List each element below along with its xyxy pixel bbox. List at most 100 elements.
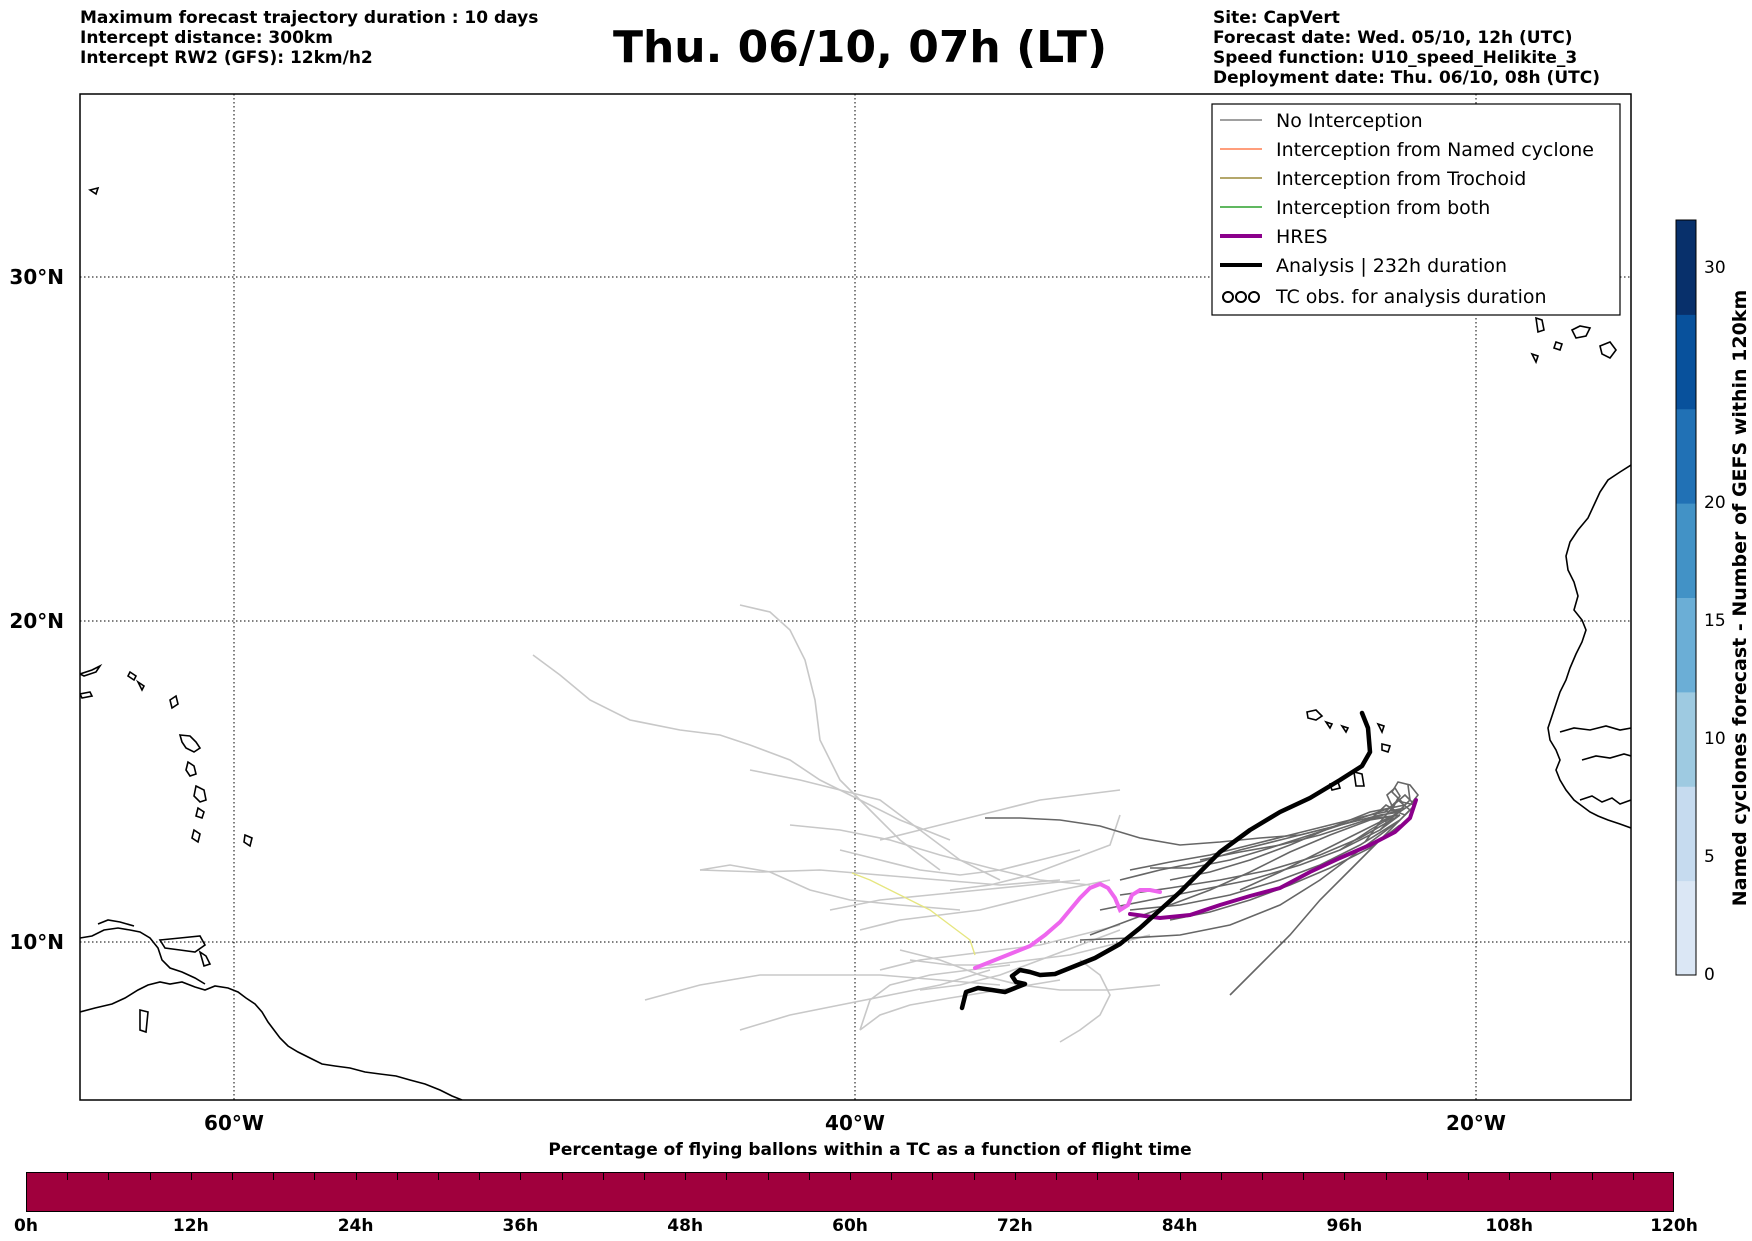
right-colorbar: 0 5 10 15 20 30 Named cyclones forecast … <box>1675 219 1751 985</box>
rcb-tick-15: 15 <box>1704 611 1726 631</box>
ensemble-dark-group <box>985 781 1420 996</box>
rcb-tick-5: 5 <box>1704 847 1715 867</box>
bottom-colorbar-minor-tick <box>520 1172 522 1180</box>
bottom-colorbar-minor-tick <box>1220 1172 1222 1180</box>
hres-track-early <box>973 881 1162 970</box>
bottom-colorbar-minor-tick <box>1014 1172 1016 1180</box>
traj-light-18 <box>879 789 1121 841</box>
bottom-colorbar-tick: 24h <box>337 1216 374 1236</box>
traj-light-17 <box>949 814 1121 891</box>
legend-label-trochoid: Interception from Trochoid <box>1276 168 1526 190</box>
bottom-colorbar-minor-tick <box>767 1172 769 1180</box>
bottom-colorbar-minor-tick <box>396 1172 398 1180</box>
lon-tick-60: 60°W <box>204 1111 264 1135</box>
analysis-track <box>959 710 1373 1011</box>
right-colorbar-segment <box>1676 314 1696 410</box>
rcb-tick-0: 0 <box>1704 965 1715 985</box>
intercept-rw2-text: Intercept RW2 (GFS): 12km/h2 <box>80 48 373 68</box>
coastlines <box>80 186 1631 1100</box>
legend-box <box>1211 103 1621 316</box>
traj-dark-9 <box>1169 804 1406 881</box>
coast-gambia <box>1581 753 1631 761</box>
traj-light-6 <box>699 869 1061 886</box>
header-left-info: Maximum forecast trajectory duration : 1… <box>80 8 538 68</box>
legend-label-named-cyclone: Interception from Named cyclone <box>1276 139 1594 161</box>
bottom-colorbar-minor-tick <box>355 1172 357 1180</box>
island-1 <box>80 663 103 677</box>
island-capeverde-5 <box>1381 742 1392 754</box>
legend-label-hres: HRES <box>1276 226 1328 248</box>
coast-venezuela <box>80 927 206 985</box>
lon-tick-40: 40°W <box>825 1111 885 1135</box>
traj-light-12 <box>879 924 1121 971</box>
traj-trochoid <box>851 872 976 956</box>
bottom-colorbar-minor-tick <box>932 1172 934 1180</box>
header-right-info: Site: CapVert Forecast date: Wed. 05/10,… <box>1213 8 1600 88</box>
bottom-colorbar-minor-tick <box>149 1172 151 1180</box>
traj-dark-13 <box>1199 809 1401 861</box>
speed-function-text: Speed function: U10_speed_Helikite_3 <box>1213 48 1578 68</box>
traj-light-5 <box>739 969 991 1031</box>
legend-label-both: Interception from both <box>1276 197 1490 219</box>
bottom-colorbar-minor-tick <box>314 1172 316 1180</box>
deployment-date-text: Deployment date: Thu. 06/10, 08h (UTC) <box>1213 68 1600 88</box>
traj-dark-6 <box>1079 819 1401 941</box>
bottom-colorbar-tick: 96h <box>1326 1216 1363 1236</box>
bottom-colorbar-minor-tick <box>644 1172 645 1180</box>
island-capeverde-2 <box>1324 720 1334 730</box>
traj-dark-4 <box>1099 814 1401 911</box>
island-2 <box>80 691 94 699</box>
right-colorbar-segment <box>1676 408 1696 504</box>
bottom-colorbar-minor-tick <box>1262 1172 1263 1180</box>
bottom-colorbar-minor-tick <box>1591 1172 1593 1180</box>
island-capeverde-3 <box>1340 724 1350 734</box>
traj-light-3 <box>699 864 961 911</box>
bottom-colorbar-tick: 0h <box>14 1216 38 1236</box>
traj-dark-8 <box>1129 807 1406 871</box>
bottom-colorbar-minor-tick <box>108 1172 110 1180</box>
island-canary-5 <box>1530 352 1540 365</box>
bottom-colorbar-minor-tick <box>232 1172 233 1180</box>
bottom-colorbar-minor-tick <box>602 1172 604 1180</box>
bottom-colorbar-minor-tick <box>438 1172 439 1180</box>
bottom-colorbar-minor-tick <box>190 1172 192 1180</box>
map-frame <box>79 93 1632 1101</box>
lon-tick-20: 20°W <box>1446 1111 1506 1135</box>
traj-light-8 <box>749 769 1001 881</box>
right-colorbar-segment <box>1676 880 1696 976</box>
trajectories <box>532 604 1420 1043</box>
island-14 <box>88 186 100 196</box>
bottom-colorbar-tick: 120h <box>1650 1216 1698 1236</box>
legend-label-analysis: Analysis | 232h duration <box>1276 255 1507 277</box>
right-colorbar-segments <box>1676 220 1696 976</box>
traj-dark-16 <box>1364 786 1401 843</box>
legend-label-tc-obs: TC obs. for analysis duration <box>1275 286 1547 308</box>
island-8 <box>193 784 207 803</box>
traj-light-16 <box>829 879 1081 911</box>
bottom-colorbar-minor-tick <box>561 1172 563 1180</box>
island-10 <box>191 828 201 844</box>
bottom-colorbar-tick: 60h <box>832 1216 868 1236</box>
coast-west-africa <box>1547 464 1631 829</box>
axis-ticks: 60°W 40°W 20°W 30°N 20°N 10°N <box>9 265 1506 1135</box>
bottom-colorbar-minor-tick <box>479 1172 481 1180</box>
bottom-colorbar-minor-tick <box>1303 1172 1305 1180</box>
island-12 <box>139 1008 149 1034</box>
bottom-colorbar-tick: 108h <box>1485 1216 1533 1236</box>
island-11 <box>198 950 212 968</box>
island-4 <box>135 679 146 692</box>
bottom-colorbar-minor-tick <box>273 1172 275 1180</box>
bottom-colorbar-minor-tick <box>1426 1172 1428 1180</box>
site-text: Site: CapVert <box>1213 8 1340 28</box>
bottom-colorbar-tick: 72h <box>996 1216 1033 1236</box>
traj-light-4 <box>644 974 1001 1001</box>
traj-dark-12 <box>1169 824 1401 921</box>
bottom-colorbar-minor-tick <box>1344 1172 1346 1180</box>
island-capeverde-4 <box>1376 722 1386 735</box>
coast-trinidad <box>158 935 207 953</box>
rcb-tick-10: 10 <box>1704 729 1726 749</box>
right-colorbar-segment <box>1676 597 1696 693</box>
island-capeverde-7 <box>1353 770 1365 787</box>
island-canary-4 <box>1552 340 1564 352</box>
